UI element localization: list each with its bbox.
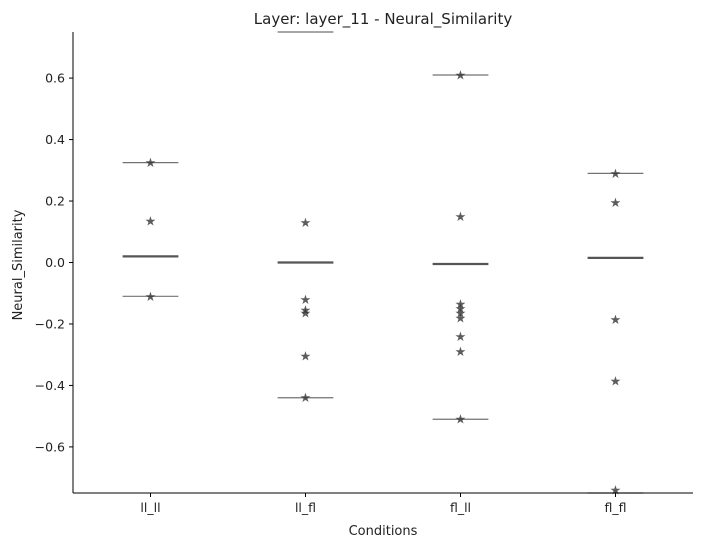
outlier-point: ★	[300, 307, 312, 322]
y-tick-label: 0.4	[45, 132, 65, 147]
violin-fl_fl: ★ ★ ★ ★ ★	[587, 167, 644, 498]
outlier-point: ★	[300, 304, 312, 319]
outlier-point: ★	[145, 215, 157, 230]
outlier-point: ★	[610, 196, 622, 211]
outlier-point: ★	[610, 483, 622, 498]
violin-ll_ll: ★ ★ ★	[122, 156, 179, 305]
x-tick-label: ll_fl	[295, 500, 316, 515]
y-tick-label: −0.4	[35, 378, 65, 393]
outlier-point: ★	[610, 313, 622, 328]
outlier-point: ★	[610, 167, 622, 182]
y-tick-label: −0.6	[35, 439, 65, 454]
y-tick-label: −0.2	[35, 316, 65, 331]
chart-title: Layer: layer_11 - Neural_Similarity	[254, 10, 513, 29]
outlier-point: ★	[455, 413, 467, 428]
y-tick-label: 0.6	[45, 71, 65, 86]
y-axis-ticks: 0.6 0.4 0.2 0.0 −0.2 −0.4 −0.6	[35, 71, 73, 454]
outlier-point: ★	[455, 302, 467, 317]
outlier-point: ★	[455, 345, 467, 360]
outlier-point: ★	[300, 391, 312, 406]
y-tick-label: 0.0	[45, 255, 65, 270]
violin-ll_fl: ★★★★★★	[277, 31, 334, 406]
y-axis-label: Neural_Similarity	[11, 209, 26, 320]
outlier-point: ★	[300, 350, 312, 365]
y-tick-label: 0.2	[45, 194, 65, 209]
outlier-point: ★	[610, 374, 622, 389]
outlier-point: ★	[145, 156, 157, 171]
outlier-point: ★	[455, 210, 467, 225]
outlier-point: ★	[455, 297, 467, 312]
x-axis-ticks: ll_ll ll_fl fl_ll fl_fl	[140, 493, 627, 515]
outlier-point: ★	[300, 293, 312, 308]
x-tick-label: fl_fl	[605, 500, 627, 515]
outlier-point: ★	[455, 330, 467, 345]
outlier-point: ★	[455, 311, 467, 326]
outlier-point: ★	[455, 307, 467, 322]
x-tick-label: fl_ll	[450, 500, 471, 515]
outlier-point: ★	[145, 290, 157, 305]
outlier-point: ★	[300, 216, 312, 231]
plot-area: ★★★★★★★★★★★★★★★★★★★★★★★	[122, 31, 644, 498]
outlier-point: ★	[455, 69, 467, 84]
x-axis-label: Conditions	[349, 524, 418, 539]
violin-fl_ll: ★★★★★★★★★	[432, 69, 489, 428]
x-tick-label: ll_ll	[140, 500, 160, 515]
